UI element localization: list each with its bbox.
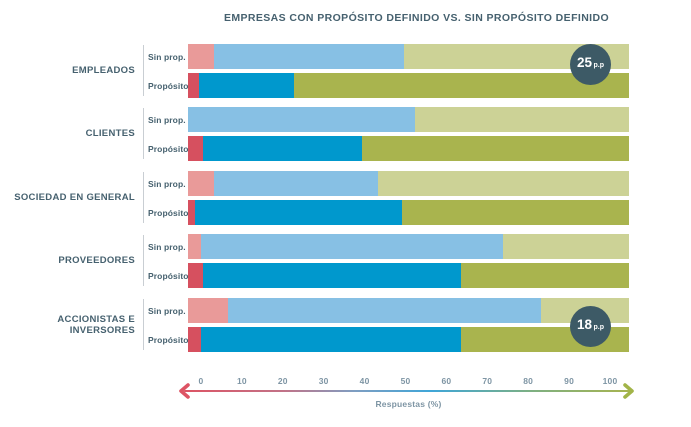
bar-segment-red <box>188 171 215 196</box>
series-label: Sin prop. <box>148 114 186 125</box>
category-label: PROVEEDORES <box>58 255 135 266</box>
bar-segment-blue <box>214 44 405 69</box>
stacked-bar <box>188 200 629 225</box>
series-label: Sin prop. <box>148 178 186 189</box>
series-label: Propósito <box>148 207 189 218</box>
pp-difference-badge: 25 p.p <box>570 44 611 85</box>
axis-left-arrow-icon <box>177 383 193 399</box>
axis-tick-70: 70 <box>482 376 493 386</box>
label-divider <box>143 235 144 286</box>
bar-segment-green <box>401 200 629 225</box>
axis-tick-50: 50 <box>400 376 411 386</box>
bar-segment-green <box>293 73 629 98</box>
axis-tick-60: 60 <box>441 376 452 386</box>
bar-segment-blue <box>214 171 378 196</box>
bar-segment-blue <box>227 298 541 323</box>
stacked-bar <box>188 73 629 98</box>
bar-segment-green <box>362 136 629 161</box>
axis-tick-80: 80 <box>523 376 534 386</box>
bar-segment-blue <box>201 234 504 259</box>
bar-segment-red <box>188 44 215 69</box>
bar-segment-green <box>461 263 629 288</box>
bar-segment-blue <box>203 136 363 161</box>
stacked-bar <box>188 298 629 323</box>
bar-group-1: EMPLEADOS Sin prop. Propósito 25 p.p <box>0 44 691 98</box>
series-label: Propósito <box>148 270 189 281</box>
axis-gradient-line <box>184 390 633 392</box>
axis-tick-30: 30 <box>318 376 329 386</box>
axis-tick-90: 90 <box>564 376 575 386</box>
series-label: Propósito <box>148 80 189 91</box>
bar-segment-blue <box>188 107 416 132</box>
category-label: SOCIEDAD EN GENERAL <box>14 192 135 203</box>
axis-tick-40: 40 <box>359 376 370 386</box>
axis-tick-10: 10 <box>236 376 247 386</box>
series-label: Propósito <box>148 143 189 154</box>
stacked-bar <box>188 44 629 69</box>
bar-segment-blue <box>199 73 294 98</box>
pp-badge-value: 25 <box>576 55 593 70</box>
pp-badge-unit: p.p <box>593 62 605 69</box>
stacked-bar <box>188 234 629 259</box>
category-label: EMPLEADOS <box>72 65 135 76</box>
axis-tick-0: 0 <box>198 376 204 386</box>
stacked-bar <box>188 107 629 132</box>
bar-segment-red <box>188 263 204 288</box>
bar-group-3: SOCIEDAD EN GENERAL Sin prop. Propósito <box>0 171 691 225</box>
series-label: Propósito <box>148 334 189 345</box>
bar-segment-green <box>377 171 629 196</box>
bar-segment-red <box>188 234 202 259</box>
axis-right-arrow-icon <box>620 383 636 399</box>
stacked-bar <box>188 263 629 288</box>
bar-group-2: CLIENTES Sin prop. Propósito <box>0 107 691 161</box>
series-label: Sin prop. <box>148 305 186 316</box>
stacked-bar <box>188 327 629 352</box>
stacked-bar <box>188 171 629 196</box>
label-divider <box>143 108 144 159</box>
pp-difference-badge: 18 p.p <box>570 306 611 347</box>
label-divider <box>143 172 144 223</box>
bar-segment-red <box>188 327 202 352</box>
label-divider <box>143 299 144 350</box>
chart-title: EMPRESAS CON PROPÓSITO DEFINIDO VS. SIN … <box>223 12 610 24</box>
bar-segment-blue <box>194 200 402 225</box>
bar-segment-green <box>503 234 629 259</box>
series-label: Sin prop. <box>148 51 186 62</box>
bar-segment-red <box>188 73 200 98</box>
category-label: ACCIONISTAS E INVERSORES <box>57 313 135 336</box>
category-label: CLIENTES <box>85 128 135 139</box>
stacked-bar <box>188 136 629 161</box>
bar-segment-red <box>188 136 204 161</box>
bar-segment-red <box>188 298 228 323</box>
label-divider <box>143 45 144 96</box>
pp-badge-value: 18 <box>576 317 593 332</box>
bar-segment-blue <box>203 263 462 288</box>
axis-label: Respuestas (%) <box>375 399 442 409</box>
axis-tick-100: 100 <box>602 376 618 386</box>
bar-segment-blue <box>201 327 462 352</box>
bar-group-4: PROVEEDORES Sin prop. Propósito <box>0 234 691 288</box>
axis-tick-20: 20 <box>277 376 288 386</box>
bar-segment-red <box>188 200 195 225</box>
bar-group-5: ACCIONISTAS E INVERSORES Sin prop. Propósi… <box>0 298 691 352</box>
pp-badge-unit: p.p <box>593 324 605 331</box>
series-label: Sin prop. <box>148 241 186 252</box>
bar-segment-green <box>415 107 629 132</box>
